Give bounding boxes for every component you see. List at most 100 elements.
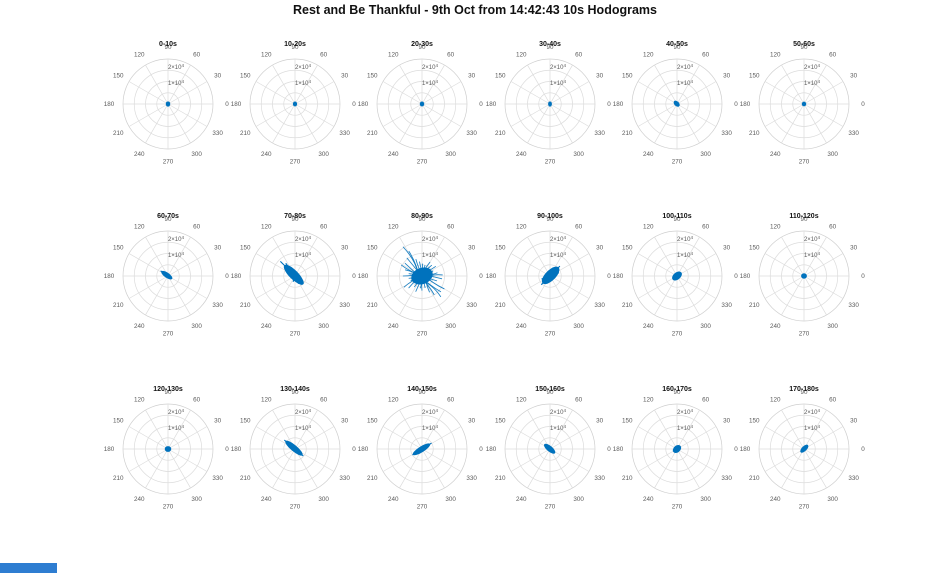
angle-tick-label: 330 — [594, 130, 605, 137]
angle-tick-label: 150 — [495, 245, 506, 252]
angle-tick-label: 240 — [388, 151, 399, 158]
r-tick-label: 1×104 — [295, 424, 312, 432]
subplot-40-50s: 0 30 60 90 120 150 180 210 240 270 300 330 1×104 2×10… — [613, 41, 738, 166]
subplot-140-150s: 0 30 60 90 120 150 180 210 240 270 300 330 1×104 2×10… — [358, 386, 483, 511]
angle-tick-label: 270 — [290, 159, 301, 166]
angle-tick-label: 120 — [388, 52, 399, 59]
angle-tick-label: 330 — [339, 475, 350, 482]
angle-tick-label: 30 — [723, 418, 731, 425]
angle-tick-label: 240 — [516, 151, 527, 158]
angle-tick-label: 180 — [486, 101, 497, 108]
r-tick-label: 1×104 — [804, 79, 821, 87]
angle-tick-label: 300 — [191, 323, 202, 330]
angle-tick-label: 300 — [700, 323, 711, 330]
angle-tick-label: 180 — [358, 446, 369, 453]
r-tick-label: 2×104 — [677, 63, 694, 71]
angle-tick-label: 120 — [134, 224, 145, 231]
angle-tick-label: 330 — [721, 302, 732, 309]
hodogram-trace — [542, 272, 554, 284]
hodogram-trace — [291, 272, 304, 285]
angle-tick-label: 0 — [607, 273, 611, 280]
angle-tick-label: 300 — [191, 151, 202, 158]
angle-tick-label: 330 — [212, 302, 223, 309]
angle-tick-label: 330 — [721, 130, 732, 137]
angle-tick-label: 240 — [261, 496, 272, 503]
angle-tick-label: 0 — [861, 273, 865, 280]
angle-tick-label: 0 — [607, 446, 611, 453]
angle-tick-label: 300 — [573, 496, 584, 503]
r-tick-label: 1×104 — [168, 424, 185, 432]
angle-tick-label: 150 — [367, 245, 378, 252]
angle-tick-label: 60 — [575, 397, 583, 404]
subplot-20-30s: 0 30 60 90 120 150 180 210 240 270 300 330 1×104 2×10… — [358, 41, 483, 166]
r-tick-label: 2×104 — [550, 408, 567, 416]
angle-tick-label: 60 — [447, 224, 455, 231]
angle-tick-label: 300 — [445, 323, 456, 330]
angle-tick-label: 300 — [191, 496, 202, 503]
angle-tick-label: 330 — [339, 130, 350, 137]
hodogram-trace — [673, 100, 680, 107]
angle-tick-label: 60 — [829, 397, 837, 404]
subplot-title: 110-120s — [789, 213, 818, 220]
angle-tick-label: 180 — [613, 273, 624, 280]
angle-tick-label: 270 — [417, 331, 428, 338]
angle-tick-label: 210 — [113, 130, 124, 137]
angle-tick-label: 330 — [848, 475, 859, 482]
angle-tick-label: 330 — [848, 302, 859, 309]
angle-tick-label: 210 — [367, 475, 378, 482]
angle-tick-label: 180 — [104, 273, 115, 280]
angle-tick-label: 270 — [290, 504, 301, 511]
hodogram-trace — [672, 271, 682, 281]
angle-tick-label: 60 — [702, 52, 710, 59]
r-tick-label: 2×104 — [295, 408, 312, 416]
angle-tick-label: 120 — [388, 224, 399, 231]
subplot-title: 130-140s — [280, 386, 310, 393]
hodogram-trace — [285, 440, 303, 456]
angle-tick-label: 210 — [749, 130, 760, 137]
hodogram-trace — [412, 443, 431, 456]
angle-tick-label: 270 — [163, 504, 174, 511]
angle-tick-label: 30 — [596, 245, 604, 252]
angle-tick-label: 300 — [318, 323, 329, 330]
hodogram-trace — [165, 101, 171, 107]
angle-tick-label: 0 — [479, 101, 483, 108]
subplot-title: 120-130s — [153, 386, 183, 393]
r-tick-label: 1×104 — [804, 251, 821, 259]
hodogram-trace — [292, 101, 298, 107]
angle-tick-label: 30 — [596, 73, 604, 80]
angle-tick-label: 300 — [700, 496, 711, 503]
r-tick-label: 2×104 — [677, 408, 694, 416]
angle-tick-label: 30 — [214, 418, 222, 425]
hodogram-trace — [548, 101, 552, 107]
angle-tick-label: 270 — [545, 331, 556, 338]
hodogram-trace — [544, 443, 556, 454]
angle-tick-label: 60 — [702, 397, 710, 404]
r-tick-label: 1×104 — [422, 79, 439, 87]
angle-tick-label: 60 — [702, 224, 710, 231]
angle-tick-label: 180 — [740, 446, 751, 453]
angle-tick-label: 270 — [545, 504, 556, 511]
angle-tick-label: 270 — [672, 331, 683, 338]
angle-tick-label: 180 — [231, 101, 242, 108]
subplot-100-110s: 0 30 60 90 120 150 180 210 240 270 300 330 1×104 2×10… — [613, 213, 738, 338]
angle-tick-label: 180 — [358, 273, 369, 280]
angle-tick-label: 90 — [164, 44, 172, 51]
angle-tick-label: 300 — [827, 496, 838, 503]
r-tick-label: 2×104 — [422, 63, 439, 71]
angle-tick-label: 240 — [388, 496, 399, 503]
r-tick-label: 2×104 — [677, 235, 694, 243]
angle-tick-label: 300 — [827, 151, 838, 158]
angle-tick-label: 90 — [546, 216, 554, 223]
r-tick-label: 1×104 — [295, 251, 312, 259]
subplot-title: 100-110s — [662, 213, 691, 220]
angle-tick-label: 300 — [827, 323, 838, 330]
angle-tick-label: 120 — [770, 52, 781, 59]
angle-tick-label: 180 — [740, 273, 751, 280]
r-tick-label: 2×104 — [295, 63, 312, 71]
angle-tick-label: 120 — [388, 397, 399, 404]
angle-tick-label: 150 — [622, 245, 633, 252]
subplot-150-160s: 0 30 60 90 120 150 180 210 240 270 300 330 1×104 2×10… — [486, 386, 611, 511]
r-tick-label: 2×104 — [168, 408, 185, 416]
angle-tick-label: 330 — [212, 130, 223, 137]
